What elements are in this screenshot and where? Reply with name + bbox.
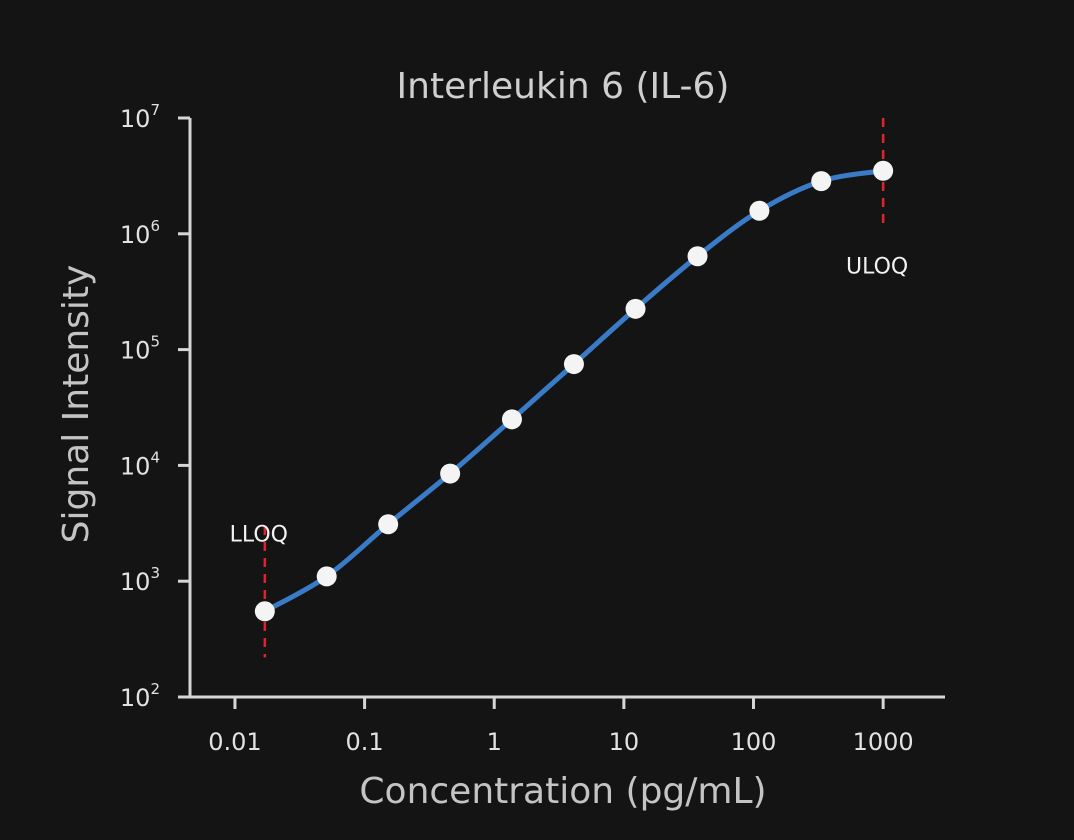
x-tick-label: 10 [609, 728, 640, 756]
x-tick-label: 0.01 [208, 728, 261, 756]
y-axis-label: Signal Intensity [56, 265, 97, 544]
data-point [687, 246, 708, 267]
y-tick-base: 10 [120, 684, 151, 712]
limit-lines: LLOQ ULOQ [230, 118, 908, 658]
y-tick-exponent: 6 [150, 217, 160, 235]
x-tick-label: 100 [731, 728, 777, 756]
axis-lines [188, 118, 945, 699]
y-tick-label: 103 [120, 564, 160, 596]
data-point [378, 514, 399, 535]
data-point [563, 354, 584, 375]
y-tick-label: 106 [120, 217, 160, 249]
lloq-label: LLOQ [230, 523, 288, 548]
uloq-label: ULOQ [846, 254, 908, 279]
y-tick-exponent: 5 [150, 333, 160, 351]
y-tick-exponent: 2 [150, 680, 160, 698]
x-tick-label: 1 [487, 728, 502, 756]
data-point [501, 409, 522, 430]
data-point [254, 601, 275, 622]
y-tick-label: 105 [120, 333, 160, 365]
data-point [625, 298, 646, 319]
y-tick-label: 102 [120, 680, 160, 712]
y-tick-base: 10 [120, 568, 151, 596]
y-tick-label: 107 [120, 101, 160, 133]
y-tick-exponent: 4 [150, 448, 160, 466]
chart-title: Interleukin 6 (IL-6) [397, 66, 730, 107]
data-point [440, 463, 461, 484]
series-group [254, 160, 894, 622]
y-tick-base: 10 [120, 221, 151, 249]
x-axis-label: Concentration (pg/mL) [359, 771, 766, 812]
y-tick-base: 10 [120, 105, 151, 133]
y-tick-exponent: 7 [150, 101, 160, 119]
data-point [873, 160, 894, 181]
y-tick-base: 10 [120, 337, 151, 365]
data-point [811, 171, 832, 192]
y-tick-base: 10 [120, 452, 151, 480]
data-point [316, 566, 337, 587]
x-tick-label: 1000 [853, 728, 914, 756]
fit-curve [262, 168, 886, 614]
y-tick-label: 104 [120, 448, 160, 480]
y-tick-exponent: 3 [150, 564, 160, 582]
data-point [749, 200, 770, 221]
x-tick-label: 0.1 [346, 728, 384, 756]
